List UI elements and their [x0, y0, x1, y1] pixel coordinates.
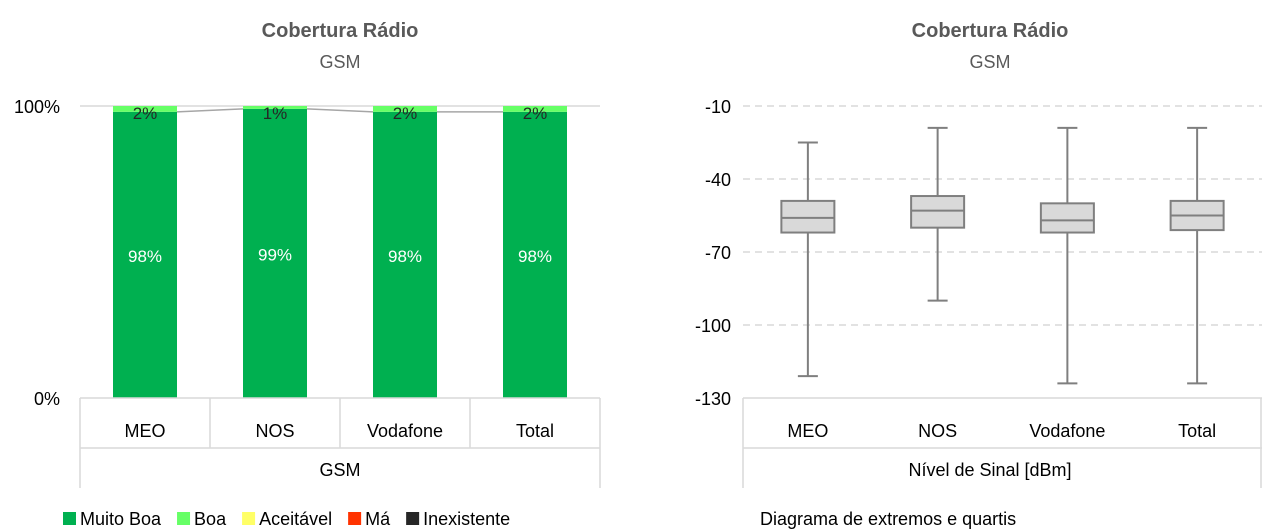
bar-segment	[503, 106, 567, 112]
y-tick-label: 0%	[34, 389, 60, 409]
box	[780, 199, 836, 234]
data-label: 98%	[388, 247, 422, 266]
bar-segment	[243, 106, 307, 109]
chart-subtitle: GSM	[969, 52, 1010, 72]
box	[1039, 202, 1095, 234]
x-tick-label: MEO	[124, 421, 165, 441]
bar-segment	[373, 111, 437, 398]
legend-label: Inexistente	[423, 509, 510, 529]
legend-swatch	[177, 512, 191, 525]
x-tick-label: Vodafone	[367, 421, 443, 441]
group-label: GSM	[319, 460, 360, 480]
x-tick-label: Vodafone	[1029, 421, 1105, 441]
series-line	[176, 108, 244, 113]
y-tick-label: -10	[705, 97, 731, 117]
legend-swatch	[63, 512, 76, 525]
x-tick-label: NOS	[255, 421, 294, 441]
chart-title: Cobertura Rádio	[912, 20, 1069, 42]
box	[910, 195, 966, 229]
y-tick-label: 100%	[14, 97, 60, 117]
y-tick-label: -100	[695, 316, 731, 336]
data-label: 98%	[128, 247, 162, 266]
legend-label: Má	[365, 509, 391, 529]
x-axis-title: Nível de Sinal [dBm]	[908, 460, 1071, 480]
x-tick-label: Total	[516, 421, 554, 441]
series-line	[306, 108, 374, 113]
data-label: 2%	[523, 104, 548, 123]
data-label: 98%	[518, 247, 552, 266]
legend-label: Boa	[194, 509, 227, 529]
data-label: 2%	[133, 104, 158, 123]
bar-segment	[113, 111, 177, 398]
bar-segment	[243, 108, 307, 399]
legend-swatch	[406, 512, 420, 525]
y-tick-label: -130	[695, 389, 731, 409]
bar-segment	[113, 106, 177, 112]
data-label: 99%	[258, 245, 292, 264]
chart-subtitle: GSM	[319, 52, 360, 72]
data-label: 2%	[393, 104, 418, 123]
legend-swatch	[348, 512, 362, 525]
bar-segment	[373, 106, 437, 112]
y-tick-label: -70	[705, 243, 731, 263]
legend-swatch	[242, 512, 256, 525]
legend-label: Aceitável	[259, 509, 332, 529]
bar-segment	[503, 111, 567, 398]
x-tick-label: NOS	[918, 421, 957, 441]
x-tick-label: MEO	[787, 421, 828, 441]
x-tick-label: Total	[1178, 421, 1216, 441]
y-tick-label: -40	[705, 170, 731, 190]
legend-label: Muito Boa	[80, 509, 162, 529]
chart-title: Cobertura Rádio	[262, 20, 419, 42]
chart-note: Diagrama de extremos e quartis	[760, 509, 1016, 529]
data-label: 1%	[263, 104, 288, 123]
